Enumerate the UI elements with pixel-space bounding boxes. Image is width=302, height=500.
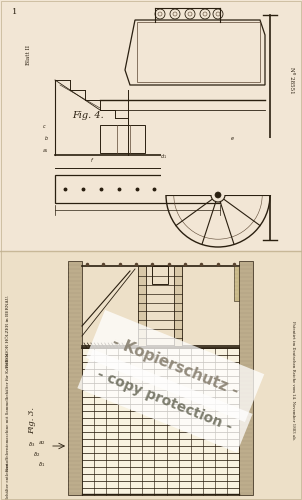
Circle shape — [215, 192, 221, 198]
Text: Behälter entleeren.: Behälter entleeren. — [6, 462, 10, 500]
Bar — [138, 266, 146, 346]
Text: $f$: $f$ — [90, 156, 94, 164]
Text: $\delta_1$: $\delta_1$ — [38, 460, 46, 469]
Bar — [68, 261, 82, 495]
Text: - Kopierschutz -: - Kopierschutz - — [110, 334, 240, 398]
Bar — [239, 261, 253, 495]
Text: Blatt II: Blatt II — [25, 45, 31, 65]
Text: $e$: $e$ — [230, 135, 235, 142]
Bar — [0, 0, 302, 251]
Bar — [0, 251, 302, 500]
Text: Patentirt im Deutschen Reiche vom 14. November 1883 ab.: Patentirt im Deutschen Reiche vom 14. No… — [291, 322, 295, 440]
Text: Kartoffelerntemaschine mit Sammelbehälter für Kartoffeln.: Kartoffelerntemaschine mit Sammelbehälte… — [6, 351, 10, 471]
Text: $c$: $c$ — [42, 123, 47, 130]
Text: $\delta_3$: $\delta_3$ — [28, 440, 36, 449]
Text: $a_2$: $a_2$ — [38, 439, 45, 447]
Text: Fig. 4.: Fig. 4. — [72, 111, 104, 120]
Text: THEODOR HÖLZER in BERNAU.: THEODOR HÖLZER in BERNAU. — [6, 294, 10, 368]
Text: $d_1$: $d_1$ — [160, 152, 167, 161]
Bar — [100, 125, 145, 153]
Text: $a_1$: $a_1$ — [42, 147, 49, 155]
Bar — [137, 22, 260, 82]
Bar — [174, 266, 182, 346]
Text: - copy protection -: - copy protection - — [95, 368, 235, 434]
Text: $b$: $b$ — [44, 134, 49, 142]
Bar — [55, 175, 220, 203]
Text: $\delta_2$: $\delta_2$ — [33, 450, 40, 459]
Bar — [82, 348, 239, 495]
Circle shape — [211, 188, 225, 202]
Bar — [152, 266, 168, 284]
Text: 1: 1 — [12, 8, 18, 16]
Text: Nº 28551: Nº 28551 — [288, 66, 294, 94]
Bar — [234, 266, 239, 301]
Bar — [161, 138, 275, 195]
Text: Fig. 3.: Fig. 3. — [28, 408, 36, 434]
